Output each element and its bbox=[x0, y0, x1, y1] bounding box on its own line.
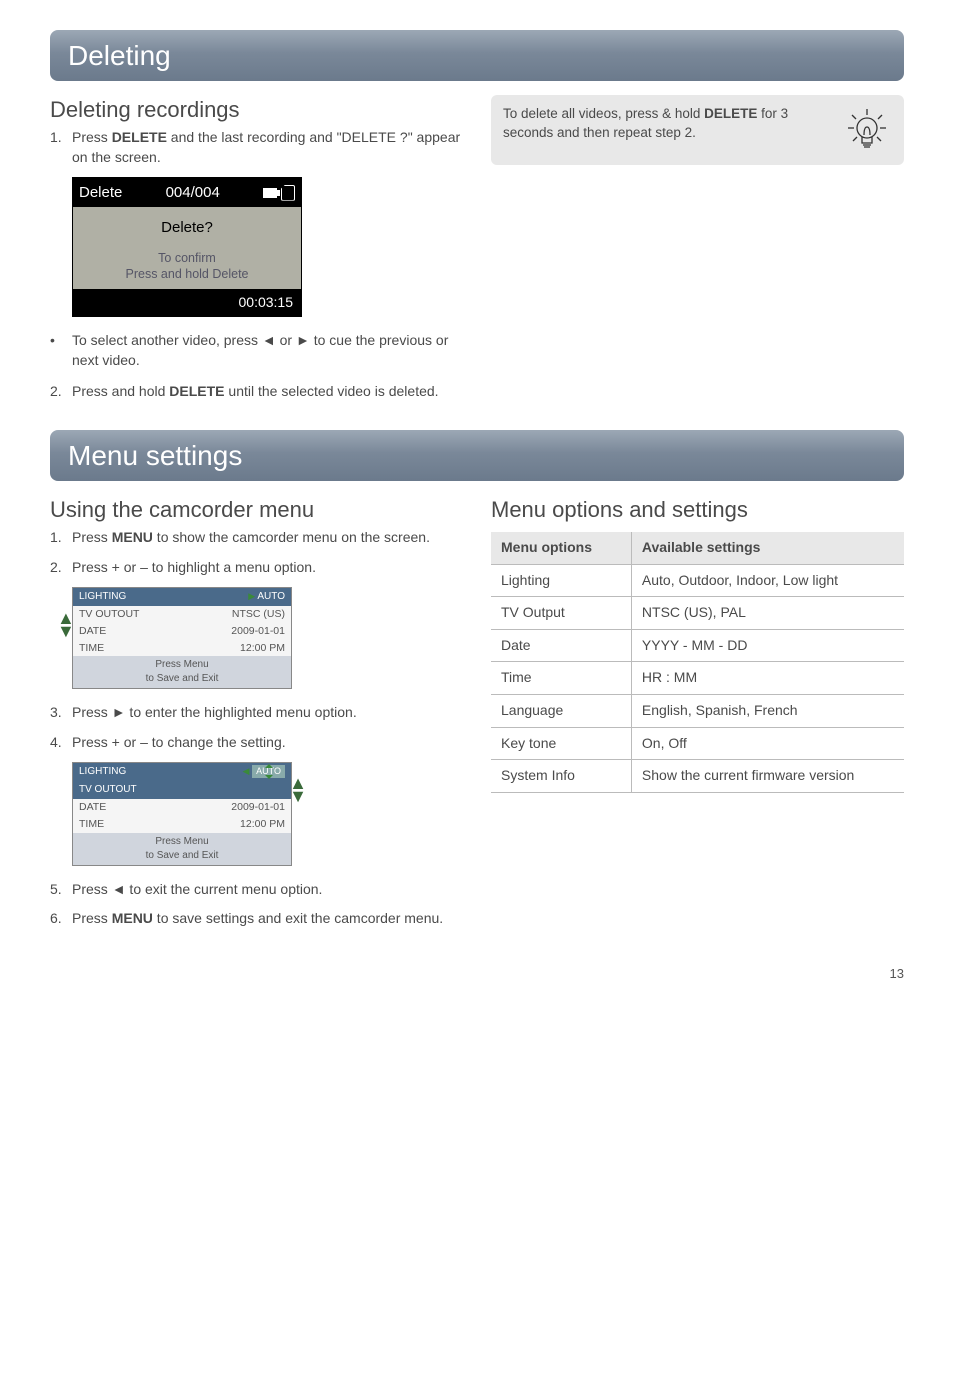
table-header-row: Menu options Available settings bbox=[491, 532, 904, 564]
step-number: 3. bbox=[50, 703, 72, 723]
section-banner-menu: Menu settings bbox=[50, 430, 904, 481]
bullet-text: To select another video, press ◄ or ► to… bbox=[72, 331, 463, 370]
left-triangle-icon: ◀ bbox=[242, 766, 249, 776]
step-number: 2. bbox=[50, 558, 72, 578]
tip-box: To delete all videos, press & hold DELET… bbox=[491, 95, 904, 165]
list-item: 3. Press ► to enter the highlighted menu… bbox=[50, 703, 463, 723]
mock-footer: Press Menu to Save and Exit bbox=[73, 833, 291, 865]
options-table: Menu options Available settings Lighting… bbox=[491, 532, 904, 793]
step-number: 5. bbox=[50, 880, 72, 900]
table-row: DateYYYY - MM - DD bbox=[491, 629, 904, 662]
th-options: Menu options bbox=[491, 532, 631, 564]
step-text: Press ► to enter the highlighted menu op… bbox=[72, 703, 463, 723]
table-row: Key toneOn, Off bbox=[491, 727, 904, 760]
subsection-using-menu: Using the camcorder menu bbox=[50, 495, 463, 526]
table-row: LightingAuto, Outdoor, Indoor, Low light bbox=[491, 564, 904, 597]
mock-hint: To confirm Press and hold Delete bbox=[73, 250, 301, 283]
th-settings: Available settings bbox=[631, 532, 904, 564]
list-item: 5. Press ◄ to exit the current menu opti… bbox=[50, 880, 463, 900]
selected-value: AUTO bbox=[252, 765, 285, 778]
bullet-dot: • bbox=[50, 331, 72, 370]
step-text: Press DELETE and the last recording and … bbox=[72, 128, 463, 167]
step-text: Press MENU to show the camcorder menu on… bbox=[72, 528, 463, 548]
tip-text: To delete all videos, press & hold DELET… bbox=[503, 105, 830, 143]
step-number: 6. bbox=[50, 909, 72, 929]
list-item: 4. Press + or – to change the setting. bbox=[50, 733, 463, 753]
mock-question: Delete? bbox=[73, 217, 301, 238]
step-text: Press and hold DELETE until the selected… bbox=[72, 382, 463, 402]
subsection-options-settings: Menu options and settings bbox=[491, 495, 904, 526]
subsection-deleting-recordings: Deleting recordings bbox=[50, 95, 463, 126]
table-row: LanguageEnglish, Spanish, French bbox=[491, 695, 904, 728]
list-item: 2. Press and hold DELETE until the selec… bbox=[50, 382, 463, 402]
page-number: 13 bbox=[50, 965, 904, 983]
up-down-arrow-icon: ▲▼ bbox=[57, 612, 75, 637]
mock-topbar: Delete 004/004 bbox=[73, 178, 301, 207]
banner-title: Deleting bbox=[68, 36, 886, 75]
step-number: 1. bbox=[50, 528, 72, 548]
section-banner-deleting: Deleting bbox=[50, 30, 904, 81]
mock-footer: Press Menu to Save and Exit bbox=[73, 656, 291, 688]
mock-count: 004/004 bbox=[122, 182, 263, 203]
step-number: 4. bbox=[50, 733, 72, 753]
step-text: Press MENU to save settings and exit the… bbox=[72, 909, 463, 929]
lightbulb-icon bbox=[842, 105, 892, 155]
up-down-arrow-icon: ▲▼ bbox=[289, 777, 307, 802]
step-number: 2. bbox=[50, 382, 72, 402]
list-item: 6. Press MENU to save settings and exit … bbox=[50, 909, 463, 929]
list-item: 2. Press + or – to highlight a menu opti… bbox=[50, 558, 463, 578]
mock-body: Delete? To confirm Press and hold Delete bbox=[73, 207, 301, 289]
menu-mock-2: ▲▼ LIGHTING◀ AUTO TV OUTOUT DATE2009-01-… bbox=[72, 762, 292, 865]
step-text: Press + or – to highlight a menu option. bbox=[72, 558, 463, 578]
delete-dialog-mock: Delete 004/004 Delete? To confirm Press … bbox=[72, 177, 302, 317]
list-item: 1. Press DELETE and the last recording a… bbox=[50, 128, 463, 167]
right-triangle-icon: ▶ bbox=[248, 591, 255, 601]
table-row: System InfoShow the current firmware ver… bbox=[491, 760, 904, 793]
table-row: TimeHR : MM bbox=[491, 662, 904, 695]
mock-delete-label: Delete bbox=[79, 182, 122, 203]
list-item: 1. Press MENU to show the camcorder menu… bbox=[50, 528, 463, 548]
step-text: Press ◄ to exit the current menu option. bbox=[72, 880, 463, 900]
mock-time: 00:03:15 bbox=[73, 289, 301, 317]
table-row: TV OutputNTSC (US), PAL bbox=[491, 597, 904, 630]
step-number: 1. bbox=[50, 128, 72, 167]
battery-icon bbox=[263, 188, 277, 198]
menu-mock-1: ▲▼ LIGHTING▶ AUTO TV OUTOUTNTSC (US) DAT… bbox=[72, 587, 292, 689]
step-text: Press + or – to change the setting. bbox=[72, 733, 463, 753]
sd-card-icon bbox=[281, 185, 295, 201]
banner-title: Menu settings bbox=[68, 436, 886, 475]
list-item: • To select another video, press ◄ or ► … bbox=[50, 331, 463, 370]
